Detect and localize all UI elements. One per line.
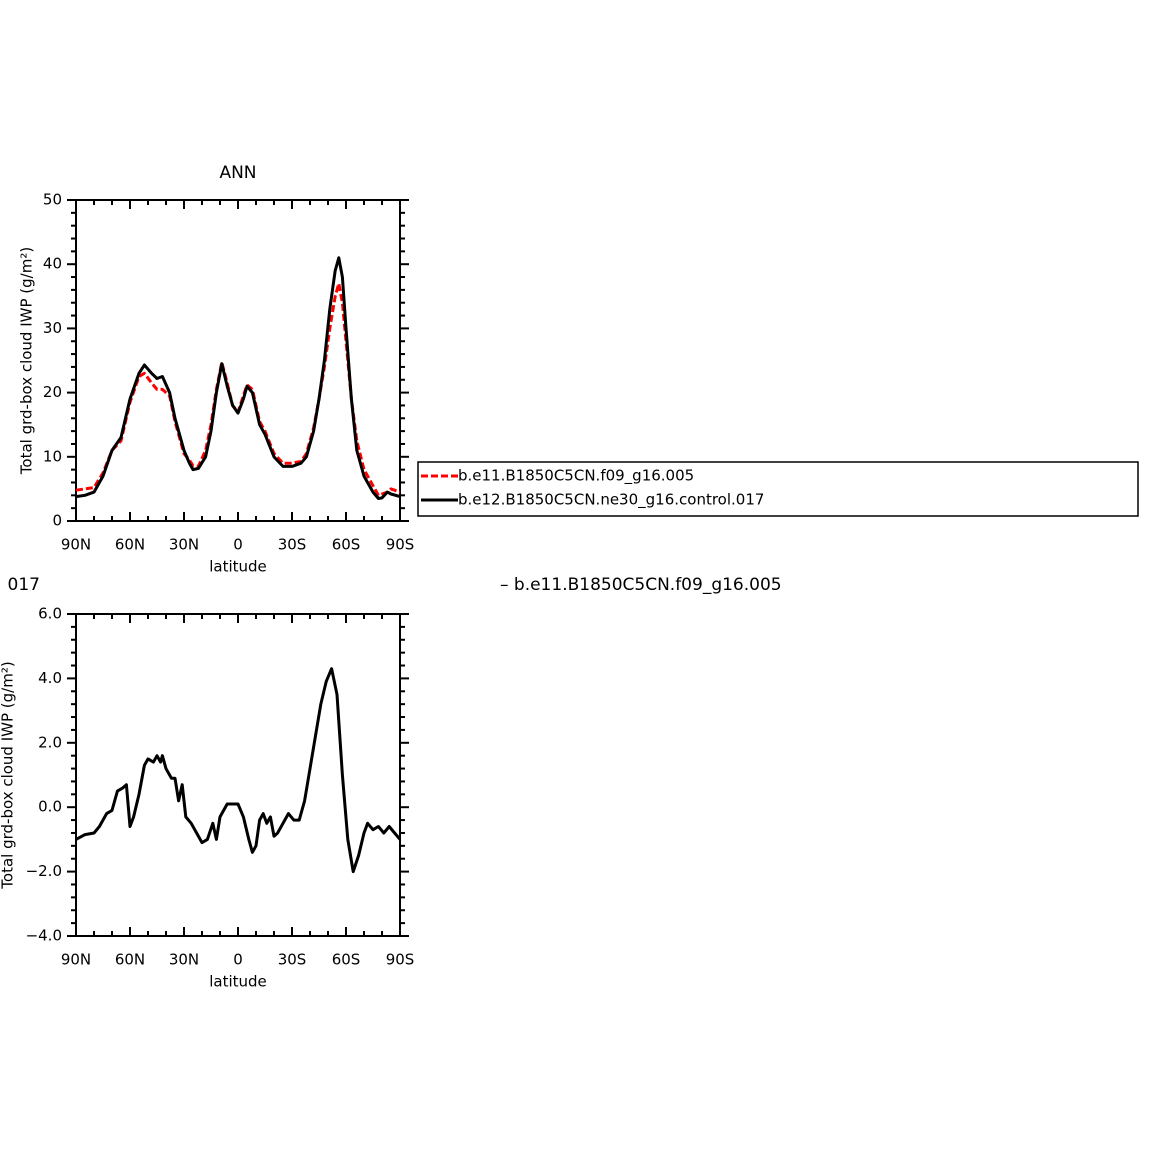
x-tick-label: 30N [169,536,199,554]
y-axis-label: Total grd-box cloud IWP (g/m²) [0,661,17,889]
subtitle: – b.e11.B1850C5CN.f09_g16.005 [500,575,782,595]
y-tick-label: −4.0 [26,927,62,945]
x-axis-label: latitude [209,558,267,576]
plot-frame [75,199,401,522]
y-axis-label: Total grd-box cloud IWP (g/m²) [18,247,36,475]
x-tick-label: 0 [233,951,243,969]
x-tick-label: 0 [233,536,243,554]
y-tick-label: 4.0 [38,669,62,687]
y-tick-label: 0.0 [38,798,62,816]
x-tick-label: 30S [278,536,307,554]
y-tick-label: 20 [43,383,62,401]
chart: ANN latitude Total grd-box cloud IWP (g/m²… [18,163,1139,576]
y-tick-label: 30 [43,319,62,337]
x-tick-label: 90S [386,536,415,554]
x-tick-label: 60N [115,951,145,969]
data-line [75,667,402,874]
x-tick-label: 30N [169,951,199,969]
y-tick-label: 2.0 [38,733,62,751]
chart: 017 – b.e11.B1850C5CN.f09_g16.005 latitude… [0,575,782,991]
y-tick-label: −2.0 [26,862,62,880]
x-axis-label: latitude [209,973,267,991]
x-tick-label: 60S [332,951,361,969]
x-tick-label: 90N [61,951,91,969]
x-tick-label: 60N [115,536,145,554]
x-tick-label: 90S [386,951,415,969]
plot-frame [75,613,401,937]
y-tick-label: 6.0 [38,605,62,623]
data-line [75,256,401,500]
legend-label: b.e12.B1850C5CN.ne30_g16.control.017 [458,491,764,510]
chart-title: ANN [219,163,256,183]
legend-box [417,461,1139,517]
x-tick-label: 60S [332,536,361,554]
y-tick-label: 40 [43,255,62,273]
x-tick-label: 30S [278,951,307,969]
y-tick-label: 50 [43,191,62,209]
y-tick-label: 0 [52,512,62,530]
y-tick-label: 10 [43,447,62,465]
legend-label: b.e11.B1850C5CN.f09_g16.005 [458,467,694,486]
subtitle: 017 [8,575,40,595]
x-tick-label: 90N [61,536,91,554]
